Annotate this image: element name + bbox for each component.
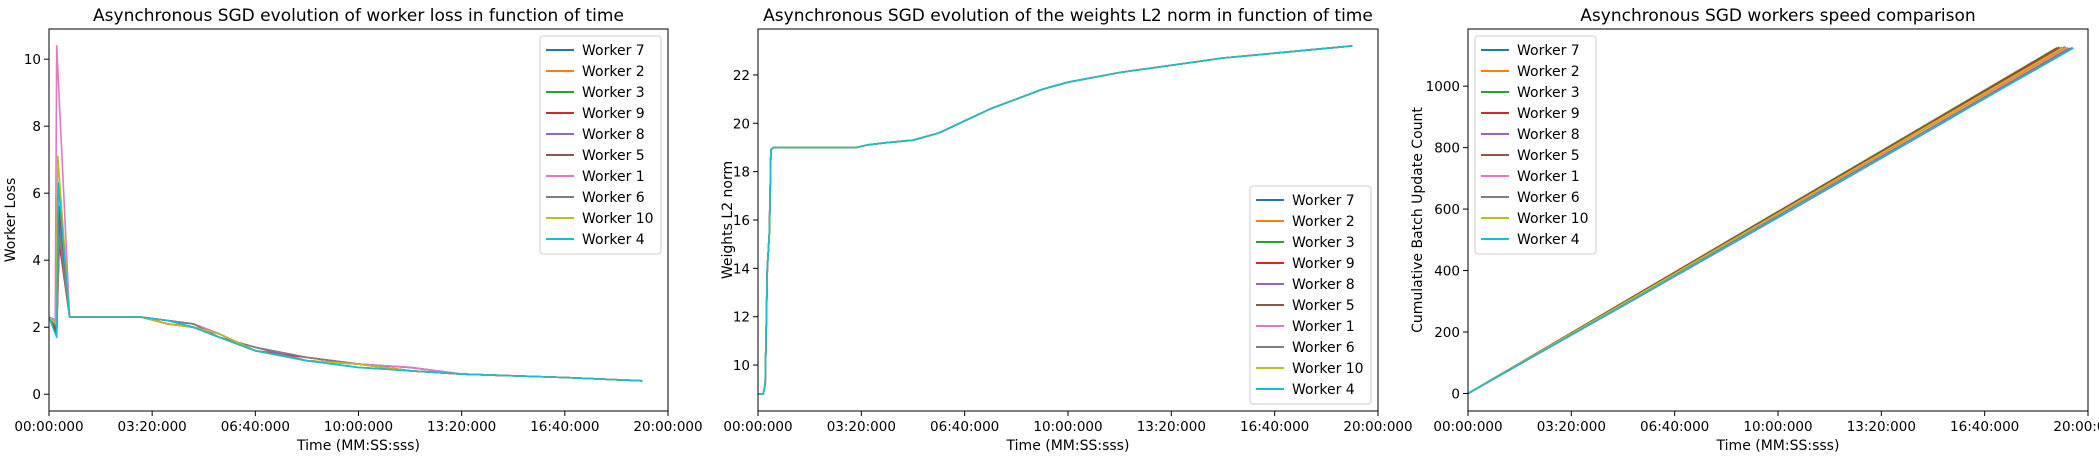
x-tick-label: 13:20:000 [1137, 419, 1206, 435]
series-group [758, 45, 1353, 395]
x-axis-label: Time (MM:SS:sss) [1006, 438, 1130, 454]
x-tick-label: 10:00:000 [1033, 419, 1102, 435]
x-axis-label: Time (MM:SS:sss) [1716, 438, 1840, 454]
chart-title: Asynchronous SGD evolution of the weight… [763, 6, 1373, 26]
legend-label: Worker 7 [1517, 43, 1580, 59]
legend-label: Worker 8 [1292, 277, 1355, 293]
x-tick-label: 03:20:000 [1537, 419, 1606, 435]
legend-box [539, 35, 662, 255]
x-tick-label: 06:40:000 [930, 419, 999, 435]
legend-label: Worker 4 [582, 232, 645, 248]
legend-label: Worker 1 [1517, 169, 1580, 185]
legend-label: Worker 3 [1517, 85, 1580, 101]
y-tick-label: 0 [32, 387, 41, 403]
y-tick-label: 10 [733, 358, 750, 374]
x-tick-label: 13:20:000 [1847, 419, 1916, 435]
y-tick-label: 0 [1451, 386, 1460, 402]
legend: Worker 7 Worker 2 Worker 3 Worker 9 Worker 8… [1249, 185, 1372, 405]
legend-label: Worker 7 [582, 43, 645, 59]
legend-label: Worker 8 [582, 127, 645, 143]
x-tick-label: 16:40:000 [1240, 419, 1309, 435]
x-tick-label: 13:20:000 [427, 419, 496, 435]
legend-label: Worker 10 [1292, 361, 1364, 377]
legend-label: Worker 2 [1517, 64, 1580, 80]
legend-label: Worker 4 [1517, 232, 1580, 248]
y-tick-label: 22 [733, 68, 750, 84]
x-tick-label: 10:00:000 [1743, 419, 1812, 435]
y-tick-label: 2 [32, 320, 41, 336]
legend-label: Worker 3 [582, 85, 645, 101]
legend-label: Worker 6 [582, 190, 645, 206]
legend-label: Worker 8 [1517, 127, 1580, 143]
y-tick-label: 600 [1434, 202, 1460, 218]
x-tick-label: 20:00:000 [1343, 419, 1412, 435]
legend-label: Worker 5 [582, 148, 645, 164]
y-axis-label: Cumulative Batch Update Count [1410, 107, 1426, 333]
x-tick-label: 03:20:000 [118, 419, 187, 435]
y-tick-label: 4 [32, 253, 41, 269]
series-line-worker-6 [49, 236, 643, 382]
series-group [1468, 46, 2074, 395]
legend-label: Worker 2 [1292, 214, 1355, 230]
legend-label: Worker 5 [1292, 298, 1355, 314]
y-tick-label: 14 [733, 261, 750, 277]
legend-label: Worker 10 [582, 211, 654, 227]
x-tick-label: 00:00:000 [14, 419, 83, 435]
x-tick-label: 16:40:000 [1950, 419, 2019, 435]
x-tick-label: 00:00:000 [723, 419, 792, 435]
x-tick-label: 03:20:000 [827, 419, 896, 435]
series-line-worker-4 [1468, 47, 2074, 395]
chart-panel-2: Asynchronous SGD evolution of the weight… [720, 6, 1413, 454]
x-tick-label: 00:00:000 [1433, 419, 1502, 435]
x-tick-label: 10:00:000 [324, 419, 393, 435]
legend-box [1249, 185, 1372, 405]
y-axis-label: Worker Loss [3, 178, 19, 262]
legend-label: Worker 4 [1292, 382, 1355, 398]
y-tick-label: 200 [1434, 325, 1460, 341]
x-tick-label: 16:40:000 [530, 419, 599, 435]
legend: Worker 7 Worker 2 Worker 3 Worker 9 Worker 8… [539, 35, 662, 255]
series-group [49, 44, 643, 382]
x-tick-label: 06:40:000 [1640, 419, 1709, 435]
x-tick-label: 20:00:000 [2053, 419, 2099, 435]
legend-label: Worker 1 [1292, 319, 1355, 335]
y-tick-label: 16 [733, 213, 750, 229]
y-tick-label: 18 [733, 165, 750, 181]
chart-panel-3: Asynchronous SGD workers speed compariso… [1410, 6, 2099, 454]
legend-label: Worker 6 [1292, 340, 1355, 356]
series-line-worker-2 [49, 232, 643, 382]
legend-label: Worker 9 [582, 106, 645, 122]
y-tick-label: 400 [1434, 264, 1460, 280]
chart-title: Asynchronous SGD workers speed compariso… [1580, 6, 1975, 26]
legend-label: Worker 9 [1517, 106, 1580, 122]
x-tick-label: 06:40:000 [221, 419, 290, 435]
series-line-worker-9 [49, 242, 643, 382]
y-tick-label: 8 [32, 119, 41, 135]
y-axis-label: Weights L2 norm [720, 161, 736, 279]
y-tick-label: 20 [733, 116, 750, 132]
x-tick-label: 20:00:000 [633, 419, 702, 435]
y-tick-label: 6 [32, 186, 41, 202]
y-tick-label: 800 [1434, 141, 1460, 157]
chart-panel-1: Asynchronous SGD evolution of worker los… [3, 6, 703, 454]
series-line-worker-4 [758, 45, 1353, 395]
x-axis-label: Time (MM:SS:sss) [296, 438, 420, 454]
y-tick-label: 1000 [1426, 79, 1460, 95]
legend-label: Worker 7 [1292, 193, 1355, 209]
series-line-worker-4 [49, 182, 643, 382]
legend-label: Worker 10 [1517, 211, 1589, 227]
y-tick-label: 10 [24, 52, 41, 68]
y-tick-label: 12 [733, 310, 750, 326]
legend-label: Worker 9 [1292, 256, 1355, 272]
legend: Worker 7 Worker 2 Worker 3 Worker 9 Worker 8… [1474, 35, 1597, 255]
series-line-worker-10 [1468, 46, 2064, 395]
chart-title: Asynchronous SGD evolution of worker los… [93, 6, 624, 26]
legend-label: Worker 5 [1517, 148, 1580, 164]
legend-label: Worker 6 [1517, 190, 1580, 206]
legend-box [1474, 35, 1597, 255]
legend-label: Worker 2 [582, 64, 645, 80]
legend-label: Worker 1 [582, 169, 645, 185]
legend-label: Worker 3 [1292, 235, 1355, 251]
